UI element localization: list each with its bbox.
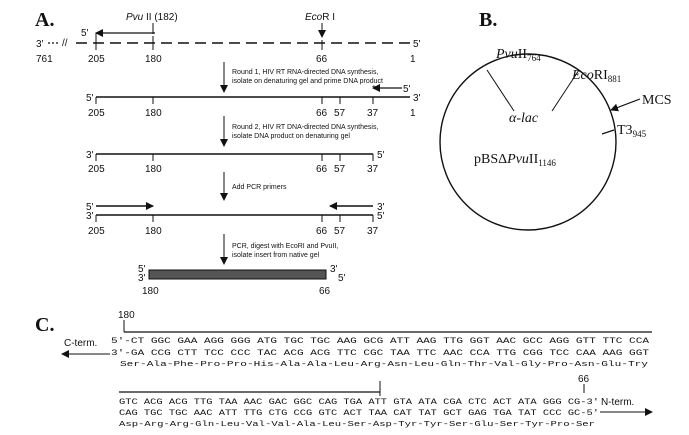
panel-a: A. Pvu II (182) EcoR I 3' // 5' 5' 761 2… — [35, 9, 421, 297]
row1-num-1: 1 — [410, 54, 416, 65]
row5-top-right: 3' — [330, 264, 338, 275]
t3-tick — [601, 129, 615, 135]
row4-bottom-left: 3' — [86, 211, 94, 222]
eco-site-line — [551, 69, 580, 112]
row5-insert-duplex — [148, 269, 327, 280]
row2-end-right: 3' — [413, 93, 421, 104]
row4-num-37: 37 — [367, 226, 379, 237]
c-block1-bottom-strand: 3'-GA CCG CTT TCC CCC TAC ACG ACG TTC CG… — [111, 349, 649, 358]
step2-line2: isolate DNA product on denaturing gel — [232, 133, 350, 140]
step3-line1: Add PCR primers — [232, 184, 287, 191]
panel-c-label: C. — [35, 314, 54, 336]
row4-bottom-right: 5' — [377, 211, 385, 222]
plasmid-circle — [439, 53, 617, 231]
row4-num-180: 180 — [145, 226, 162, 237]
b-alac-label: α-lac — [509, 111, 539, 126]
row4-num-66: 66 — [316, 226, 328, 237]
b-mcs-label: MCS — [642, 93, 672, 108]
panel-b: B. PvuII764 EcoRI881 α-lac MCS T3945 pBS… — [439, 9, 672, 231]
c-block2-protein: Asp-Arg-Arg-Gln-Leu-Val-Val-Ala-Leu-Ser-… — [119, 421, 595, 429]
row1-num-205: 205 — [88, 54, 105, 65]
row2-num-180: 180 — [145, 108, 162, 119]
row2-end-left: 5' — [86, 93, 94, 104]
row3-num-57: 57 — [334, 164, 346, 175]
row2-num-57: 57 — [334, 108, 346, 119]
mcs-arrow — [610, 98, 641, 112]
panel-c: C. 180 C-term. 5'-CT GGC GAA AGG GGG ATG… — [35, 310, 653, 429]
row5-top-left: 5' — [138, 264, 146, 275]
pvu-site-label: Pvu II (182) — [126, 12, 178, 23]
row5-bottom-left: 3' — [138, 273, 146, 284]
row3-num-66: 66 — [316, 164, 328, 175]
row1-primer-prime: 5' — [81, 28, 89, 39]
b-plasmid-name: pBSΔPvuII1146 — [474, 152, 556, 168]
row3-end-left: 3' — [86, 150, 94, 161]
step1-line2: isolate on denaturing gel and prime DNA … — [232, 78, 383, 85]
row2-num-1: 1 — [410, 108, 416, 119]
b-pvu-label: PvuII764 — [495, 47, 541, 63]
b-t3-label: T3945 — [617, 123, 647, 139]
step4-line2: isolate insert from native gel — [232, 252, 320, 259]
eco-site-label: EcoR I — [305, 12, 335, 23]
row3-num-205: 205 — [88, 164, 105, 175]
row1-end-right: 5' — [413, 39, 421, 50]
row5-num-180: 180 — [142, 286, 159, 297]
row1-num-180: 180 — [145, 54, 162, 65]
step2-line1: Round 2, HIV RT DNA-directed DNA synthes… — [232, 124, 378, 131]
row1-end-left: 3' — [36, 39, 44, 50]
row1-break-mark: // — [62, 38, 68, 49]
c-block2-top-strand: GTC ACG ACG TTG TAA AAC GAC GGC CAG TGA … — [119, 398, 599, 407]
c-end-num: 66 — [578, 374, 590, 385]
row2-primer-star: * — [372, 84, 376, 95]
step4-line1: PCR, digest with EcoRI and PvuII, — [232, 243, 338, 250]
row2-primer-end: 5' — [403, 84, 411, 95]
row3-num-180: 180 — [145, 164, 162, 175]
c-cterm-label: C-term. — [64, 338, 97, 349]
row1-num-761: 761 — [36, 54, 53, 65]
c-start-num: 180 — [118, 310, 135, 321]
step1-line1: Round 1, HIV RT RNA-directed DNA synthes… — [232, 69, 378, 76]
row5-num-66: 66 — [319, 286, 331, 297]
row4-num-205: 205 — [88, 226, 105, 237]
row2-num-66: 66 — [316, 108, 328, 119]
c-block1-protein: Ser-Ala-Phe-Pro-Pro-His-Ala-Ala-Leu-Arg-… — [120, 361, 649, 369]
panel-b-label: B. — [479, 9, 497, 31]
row2-num-37: 37 — [367, 108, 379, 119]
c-block1-top-strand: 5'-CT GGC GAA AGG GGG ATG TGC TGC AAG GC… — [111, 337, 649, 346]
row4-num-57: 57 — [334, 226, 346, 237]
row3-num-37: 37 — [367, 164, 379, 175]
c-nterm-label: N-term. — [601, 397, 634, 408]
row5-bottom-right: 5' — [338, 273, 346, 284]
panel-a-label: A. — [35, 9, 54, 31]
c-block2-bottom-strand: CAG TGC TGC AAC ATT TTG CTG CCG GTC ACT … — [119, 409, 599, 418]
b-eco-label: EcoRI881 — [571, 68, 621, 84]
row4-top-right: 3' — [377, 202, 385, 213]
row3-end-right: 5' — [377, 150, 385, 161]
row4-top-left: 5' — [86, 202, 94, 213]
row2-num-205: 205 — [88, 108, 105, 119]
pvu-site-line — [486, 69, 515, 112]
row1-num-66: 66 — [316, 54, 328, 65]
